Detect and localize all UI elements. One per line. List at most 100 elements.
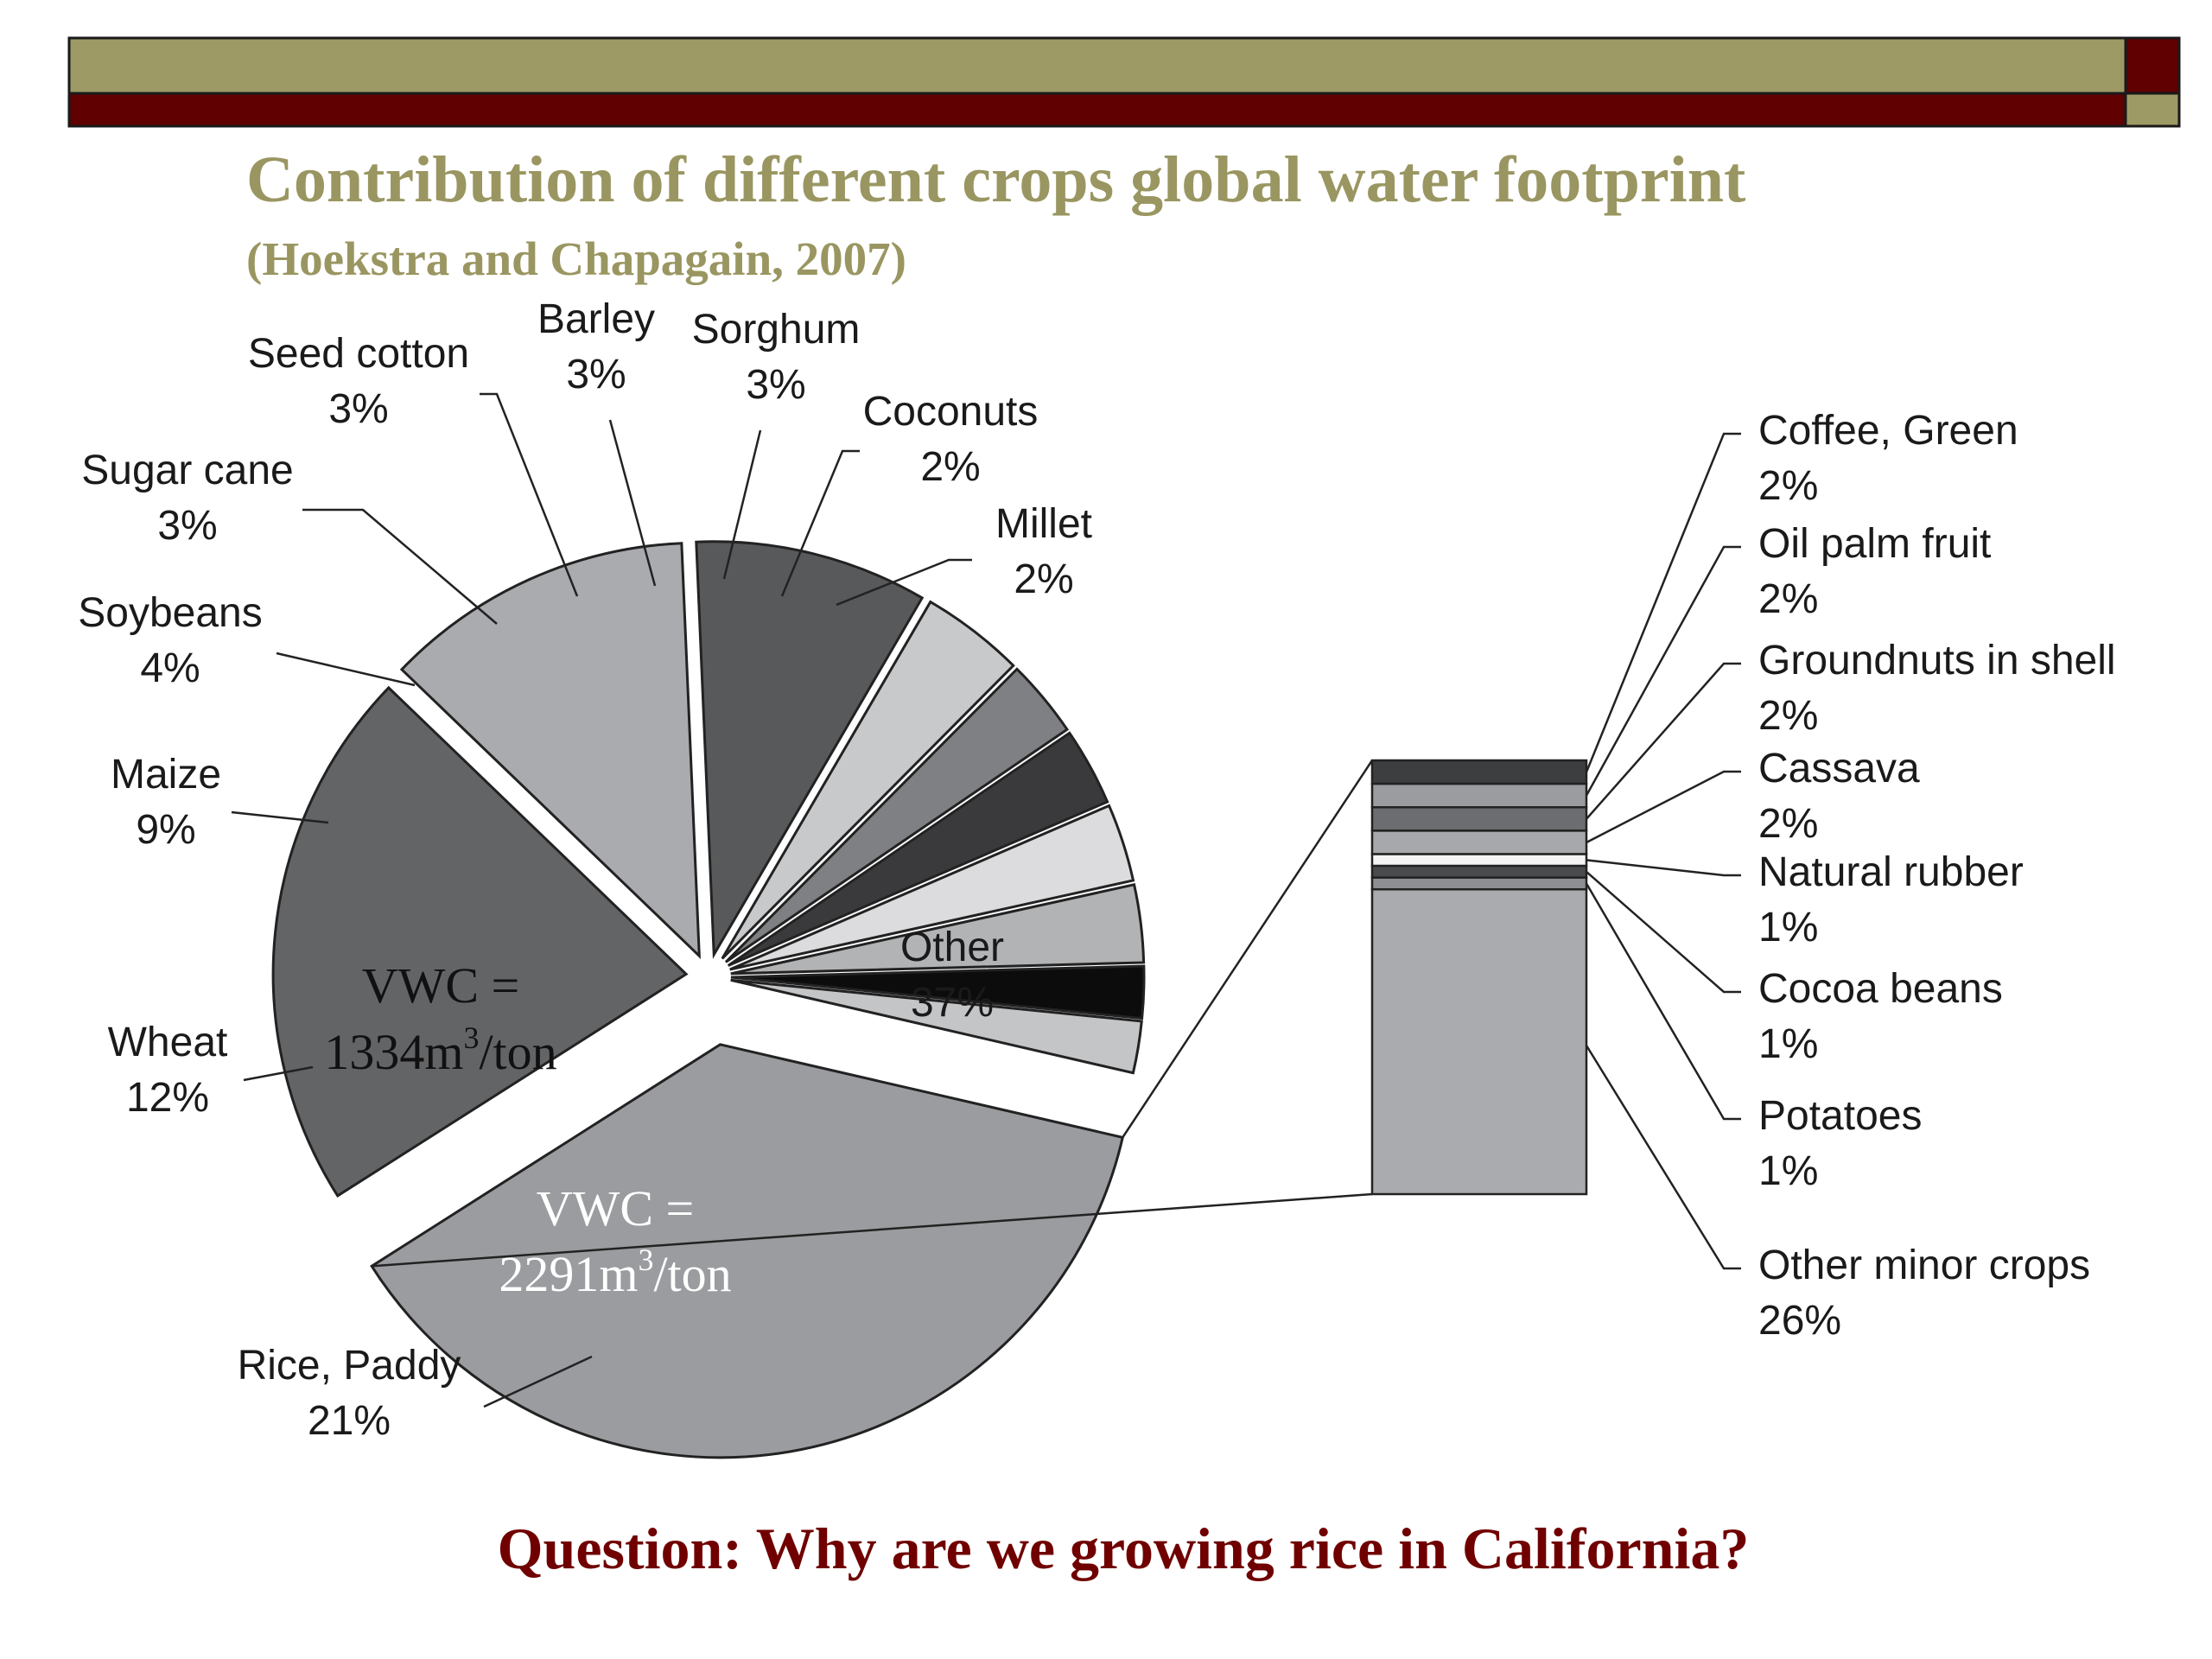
leader-rice-paddy [483, 1355, 593, 1408]
label-seed-cotton: Seed cotton [248, 331, 469, 377]
breakdown-leader-groundnuts-in-shell [1586, 662, 1741, 820]
breakdown-value-coffee-green: 2% [1758, 463, 1818, 509]
breakdown-value-other-minor-crops: 26% [1758, 1298, 1841, 1344]
bar-segment-cocoa-beans [1370, 864, 1588, 879]
question-text: Question: Why are we growing rice in Cal… [498, 1516, 1750, 1581]
label-rice-paddy: Rice, Paddy [238, 1343, 461, 1389]
header-corner-top [2124, 36, 2181, 95]
breakdown-leader-natural-rubber [1586, 859, 1741, 877]
breakdown-label-other-minor-crops: Other minor crops [1758, 1243, 2090, 1288]
rice-vwc-value: 2291m [499, 1246, 638, 1302]
slice-wheat [399, 542, 701, 959]
bar-segment-natural-rubber [1370, 853, 1588, 868]
label-sorghum: Sorghum [692, 307, 861, 353]
value-maize: 9% [136, 807, 195, 853]
leader-barley [608, 419, 657, 587]
bar-segment-oil-palm-fruit [1370, 782, 1588, 809]
breakdown-label-oil-palm-fruit: Oil palm fruit [1758, 521, 1991, 567]
label-millet: Millet [995, 501, 1092, 547]
slice-seed-cotton [727, 731, 1109, 967]
label-maize: Maize [111, 752, 221, 798]
value-sorghum: 3% [746, 362, 805, 408]
label-coconuts: Coconuts [863, 389, 1039, 435]
leader-sugar-cane [302, 508, 498, 625]
breakdown-label-coffee-green: Coffee, Green [1758, 408, 2018, 454]
wheat-vwc-sup: 3 [463, 1020, 479, 1055]
leader-wheat [243, 1065, 314, 1082]
connector-top [1122, 760, 1374, 1139]
leader-soybeans [276, 652, 416, 687]
slice-millet [730, 978, 1143, 1075]
bar-segment-coffee-green [1370, 759, 1588, 785]
slice-coconuts [730, 964, 1146, 1020]
value-seed-cotton: 3% [328, 386, 388, 432]
slice-other [370, 1043, 1125, 1459]
slide-title: Contribution of different crops global w… [246, 143, 1745, 216]
wheat-vwc-unit: /ton [479, 1024, 556, 1080]
wheat-vwc-line1: VWC = [362, 957, 520, 1014]
connector-bottom [372, 1192, 1373, 1268]
slice-barley [729, 804, 1135, 971]
leader-coconuts [780, 449, 860, 597]
breakdown-label-cassava: Cassava [1758, 746, 1920, 791]
label-barley: Barley [537, 296, 655, 342]
rice-vwc-unit: /ton [653, 1246, 731, 1302]
value-rice-paddy: 21% [308, 1398, 391, 1444]
breakdown-value-cocoa-beans: 1% [1758, 1021, 1818, 1067]
value-millet: 2% [1014, 556, 1073, 602]
bar-segment-potatoes [1370, 876, 1588, 891]
pie-slices [271, 540, 1146, 1459]
value-wheat: 12% [126, 1075, 209, 1121]
breakdown-connectors [372, 760, 1374, 1268]
breakdown-label-cocoa-beans: Cocoa beans [1758, 966, 2003, 1012]
breakdown-labels: Coffee, Green 2% Oil palm fruit 2% Groundnut… [1758, 408, 2116, 1344]
breakdown-value-oil-palm-fruit: 2% [1758, 576, 1818, 622]
breakdown-leader-coffee-green [1585, 432, 1741, 773]
value-coconuts: 2% [920, 444, 980, 490]
breakdown-label-groundnuts-in-shell: Groundnuts in shell [1758, 638, 2116, 683]
leader-lines [231, 392, 1741, 1408]
breakdown-value-natural-rubber: 1% [1758, 905, 1818, 950]
breakdown-label-potatoes: Potatoes [1758, 1093, 1922, 1139]
breakdown-leader-cocoa-beans [1586, 870, 1741, 994]
slice-rice-paddy [271, 685, 689, 1198]
breakdown-value-potatoes: 1% [1758, 1148, 1818, 1194]
breakdown-leader-potatoes [1585, 882, 1741, 1121]
value-soybeans: 4% [140, 645, 200, 691]
slice-sugar-cane [724, 667, 1070, 963]
rice-vwc-line1: VWC = [537, 1180, 695, 1236]
wheat-vwc-line2: 1334m3/ton [324, 1020, 556, 1080]
rice-vwc-sup: 3 [638, 1243, 653, 1277]
value-barley: 3% [566, 352, 626, 397]
value-other: 37% [911, 980, 994, 1026]
header-band-top [67, 36, 2127, 95]
breakdown-value-cassava: 2% [1758, 801, 1818, 847]
breakdown-label-natural-rubber: Natural rubber [1758, 849, 2024, 895]
breakdown-leader-cassava [1586, 770, 1741, 844]
bar-segment-cassava [1370, 830, 1588, 855]
slice-maize [695, 540, 925, 959]
label-wheat: Wheat [108, 1020, 228, 1065]
slice-labels: Other 37% Rice, Paddy 21% Wheat 12% Maize 9% Soy… [78, 296, 1092, 1444]
bar-segment-other-minor-crops [1370, 887, 1588, 1196]
breakdown-bar [1370, 759, 1588, 1196]
wheat-vwc-value: 1334m [324, 1024, 463, 1080]
slide-subtitle: (Hoekstra and Chapagain, 2007) [246, 232, 906, 285]
header-band-bottom [67, 92, 2127, 128]
breakdown-leader-oil-palm-fruit [1585, 545, 1741, 797]
leader-millet [836, 558, 972, 607]
slice-soybeans [721, 600, 1015, 960]
leader-maize [231, 810, 329, 824]
label-sugar-cane: Sugar cane [81, 448, 294, 493]
header-corner-bottom [2124, 92, 2181, 128]
leader-sorghum [722, 429, 762, 580]
rice-vwc-line2: 2291m3/ton [499, 1243, 731, 1302]
leader-seed-cotton [480, 392, 579, 597]
label-other: Other [900, 925, 1004, 970]
label-soybeans: Soybeans [78, 590, 263, 636]
value-sugar-cane: 3% [157, 503, 217, 549]
slice-sorghum [730, 882, 1146, 976]
breakdown-value-groundnuts-in-shell: 2% [1758, 693, 1818, 739]
bar-segment-groundnuts-in-shell [1370, 806, 1588, 832]
